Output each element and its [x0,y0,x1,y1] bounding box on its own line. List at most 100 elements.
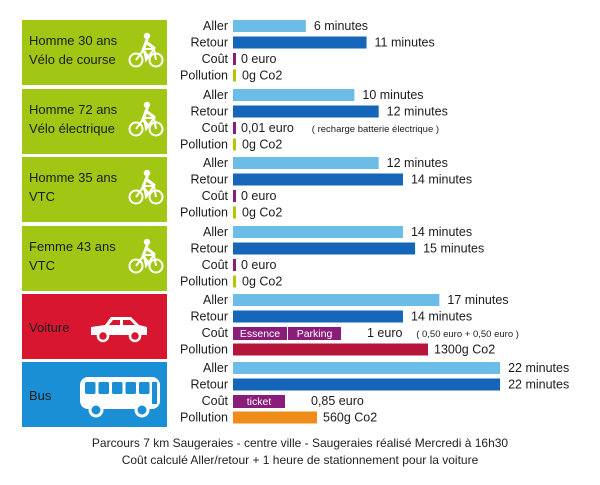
footer-line-2: Coût calculé Aller/retour + 1 heure de s… [121,453,479,467]
cout-segment-label: Parking [297,328,333,340]
profile-label-line: Vélo électrique [29,121,115,136]
metric-label-3: Pollution [180,69,228,83]
metric-label-0: Aller [203,361,228,375]
metric-label-2: Coût [202,394,229,408]
metric-label-0: Aller [203,293,228,307]
aller-value-label: 17 minutes [447,293,508,307]
retour-bar [233,173,403,186]
metric-label-1: Retour [190,105,228,119]
car-windows [109,320,135,325]
profile-label-line: VTC [29,258,55,273]
cout-segment-bar [233,395,285,408]
pollution-bar [233,343,428,356]
bike-wheel-front [148,189,164,205]
retour-bar [233,378,501,391]
metric-label-2: Coût [202,52,229,66]
pollution-bar [233,275,236,288]
pollution-bar [233,69,236,82]
pollution-value-label: 0g Co2 [242,69,282,83]
rider-body [141,175,156,196]
pollution-value-label: 0g Co2 [242,138,282,152]
metric-label-1: Retour [190,36,228,50]
aller-bar [233,226,403,238]
pollution-bar [233,411,317,424]
aller-bar [233,362,501,374]
metric-label-2: Coût [202,121,229,135]
bike-icon [128,238,164,274]
metric-label-1: Retour [190,173,228,187]
cout-segment-label: ticket [247,396,272,408]
car-icon [91,317,147,343]
profile-box [22,226,167,291]
retour-bar [233,242,416,255]
bike-wheel-rear [128,258,144,274]
cout-segment-label: Essence [240,328,280,340]
retour-bar [233,310,403,323]
pollution-value-label: 0g Co2 [242,206,282,220]
pollution-value-label: 560g Co2 [323,411,377,425]
bus-door [152,382,157,404]
aller-value-label: 10 minutes [362,88,423,102]
retour-bar [233,105,379,118]
profile-label-line: Homme 35 ans [29,170,118,185]
bike-wheel-rear [128,121,144,137]
rider-head [143,32,151,40]
bike-wheel-rear [128,52,144,68]
profile-box [22,20,167,85]
retour-value-label: 15 minutes [423,242,484,256]
pollution-bar [233,206,236,219]
metric-label-3: Pollution [180,343,228,357]
cout-marker [233,259,236,271]
bike-icon [128,101,164,137]
bike-wheel-front [148,121,164,137]
metric-label-0: Aller [203,225,228,239]
transport-group-2: Homme 72 ans Vélo électrique Aller Retour Co… [22,88,448,154]
car-wheel-front [128,329,142,343]
profile-label-line: Femme 43 ans [29,239,116,254]
aller-value-label: 12 minutes [387,156,448,170]
transport-group-1: Homme 30 ans Vélo de course Aller Retour Coû… [22,19,435,85]
profile-box [22,157,167,222]
bus-window [112,382,123,394]
metric-label-3: Pollution [180,411,228,425]
cout-note-label: ( 0,50 euro + 0,50 euro ) [416,329,519,340]
aller-bar [233,157,379,169]
profile-box [22,89,167,154]
metric-label-1: Retour [190,242,228,256]
metric-label-2: Coût [202,258,229,272]
aller-bar [233,294,440,306]
bus-wheel-rear [88,402,104,418]
metric-label-3: Pollution [180,275,228,289]
retour-bar [233,36,367,49]
rider-head [143,169,151,177]
profile-label-line: Vélo de course [29,52,116,67]
profile-label-line: Voiture [29,320,69,335]
cout-value-label: 0 euro [241,52,276,66]
metric-label-3: Pollution [180,206,228,220]
cout-marker [233,190,236,202]
bike-icon [128,169,164,205]
cout-value-label: 0,85 euro [311,394,364,408]
aller-value-label: 22 minutes [508,361,569,375]
aller-bar [233,20,306,32]
metric-label-3: Pollution [180,138,228,152]
bus-wheel-front [134,402,150,418]
rider-head [143,238,151,246]
retour-value-label: 22 minutes [508,378,569,392]
rider-body [141,107,156,128]
retour-value-label: 11 minutes [375,36,435,50]
metric-label-1: Retour [190,378,228,392]
metric-label-0: Aller [203,88,228,102]
profile-label-line: Bus [29,388,52,403]
bus-window [98,382,109,394]
metric-label-0: Aller [203,156,228,170]
transport-group-3: Homme 35 ans VTC Aller Retour Coût Pollution 1… [22,156,472,222]
rider-body [141,38,156,59]
cout-value-label: 0 euro [241,189,276,203]
metric-label-2: Coût [202,189,229,203]
footer-line-1: Parcours 7 km Saugeraies - centre ville … [91,436,509,450]
cout-segment-bar [233,327,287,340]
aller-value-label: 14 minutes [411,225,472,239]
